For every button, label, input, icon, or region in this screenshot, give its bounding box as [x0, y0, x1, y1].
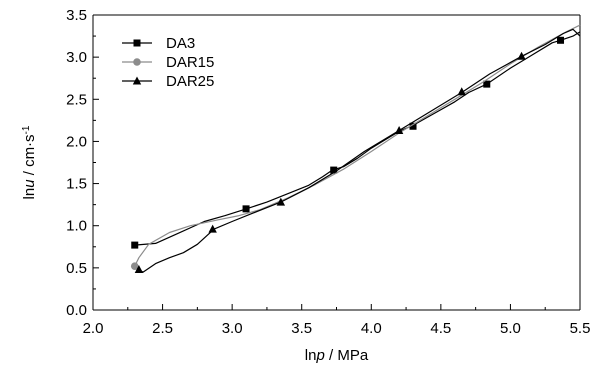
axes: 2.0 2.5 3.0 3.5 4.0 4.5 5.0 5.5 0.0 0.5 1.0 1.5 2.0 2… — [66, 7, 590, 337]
y-tick-label: 0.5 — [66, 260, 87, 277]
triangle-marker — [394, 125, 404, 134]
y-axis-title: lnu / cm·s-1 — [21, 125, 39, 199]
square-marker — [483, 80, 491, 88]
triangle-marker — [134, 265, 144, 274]
triangle-marker — [208, 224, 217, 233]
x-tick-label: 3.5 — [291, 320, 312, 337]
y-tick-label: 3.5 — [66, 7, 87, 24]
square-marker — [409, 122, 417, 130]
square-marker — [131, 241, 139, 249]
circle-marker — [133, 58, 141, 66]
legend-label: DAR25 — [166, 73, 214, 90]
legend-item: DA3 — [122, 35, 195, 52]
triangle-marker — [457, 87, 466, 96]
square-marker — [557, 36, 565, 44]
series-dar15 — [130, 24, 581, 270]
x-tick-label: 2.0 — [83, 320, 104, 337]
square-marker — [242, 205, 250, 213]
x-tick-label: 5.5 — [570, 320, 591, 337]
circle-marker — [130, 262, 139, 270]
series-line — [137, 28, 581, 273]
series-line — [134, 24, 581, 267]
series-layer — [130, 24, 581, 274]
series-dar25 — [134, 28, 581, 274]
x-tick-label: 4.5 — [430, 320, 451, 337]
x-tick-label: 4.0 — [361, 320, 382, 337]
triangle-marker — [132, 76, 142, 85]
triangle-marker — [517, 51, 526, 60]
legend: DA3 DAR15 DAR25 — [122, 35, 214, 90]
triangle-marker — [276, 197, 286, 206]
x-tick-label: 5.0 — [500, 320, 521, 337]
y-tick-label: 2.5 — [66, 91, 87, 108]
legend-item: DAR25 — [122, 73, 214, 90]
y-tick-label: 2.0 — [66, 133, 87, 150]
y-tick-label: 1.0 — [66, 218, 87, 235]
legend-label: DAR15 — [166, 54, 214, 71]
x-tick-label: 3.0 — [222, 320, 243, 337]
y-tick-label: 3.0 — [66, 49, 87, 66]
x-tick-label: 2.5 — [152, 320, 173, 337]
square-marker — [330, 166, 338, 174]
legend-label: DA3 — [166, 35, 195, 52]
legend-item: DAR15 — [122, 54, 214, 71]
y-tick-label: 1.5 — [66, 176, 87, 193]
y-tick-label: 0.0 — [66, 302, 87, 319]
x-axis-title: lnp / MPa — [305, 347, 369, 364]
square-marker — [133, 39, 141, 47]
